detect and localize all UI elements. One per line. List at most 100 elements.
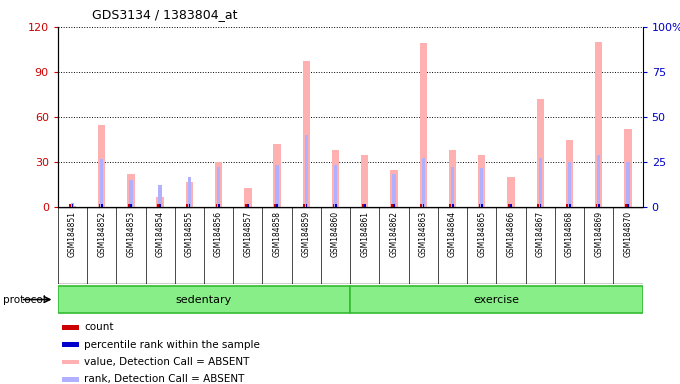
Bar — [101, 204, 103, 207]
Text: GSM184863: GSM184863 — [419, 211, 428, 257]
Bar — [452, 204, 454, 207]
Bar — [186, 204, 188, 207]
Bar — [305, 135, 308, 207]
Bar — [158, 185, 162, 207]
Text: GSM184867: GSM184867 — [536, 211, 545, 257]
Bar — [539, 204, 541, 207]
Text: GSM184862: GSM184862 — [390, 211, 398, 257]
Text: value, Detection Call = ABSENT: value, Detection Call = ABSENT — [84, 357, 250, 367]
Bar — [350, 286, 643, 313]
Bar — [507, 177, 515, 207]
Bar — [596, 204, 598, 207]
Bar — [244, 188, 252, 207]
Bar — [625, 204, 627, 207]
Bar — [188, 204, 190, 207]
Text: GSM184866: GSM184866 — [507, 211, 515, 257]
Bar — [99, 204, 101, 207]
Bar — [332, 150, 339, 207]
Bar — [478, 155, 486, 207]
Bar — [100, 159, 103, 207]
Bar — [216, 204, 218, 207]
Text: count: count — [84, 322, 114, 333]
Bar — [186, 182, 193, 207]
Bar — [62, 325, 79, 330]
Bar — [597, 155, 600, 207]
Bar — [508, 204, 510, 207]
Text: GSM184854: GSM184854 — [156, 211, 165, 257]
Bar — [127, 174, 135, 207]
Text: GSM184851: GSM184851 — [68, 211, 77, 257]
Bar — [128, 204, 130, 207]
Bar — [624, 129, 632, 207]
Bar — [390, 170, 398, 207]
Bar — [62, 342, 79, 347]
Bar — [420, 43, 427, 207]
Text: GSM184853: GSM184853 — [126, 211, 135, 257]
Bar — [156, 197, 164, 207]
Bar — [62, 377, 79, 382]
Bar — [159, 204, 161, 207]
Text: GSM184856: GSM184856 — [214, 211, 223, 257]
Bar — [449, 150, 456, 207]
Text: GSM184860: GSM184860 — [331, 211, 340, 257]
Bar — [98, 125, 105, 207]
Bar — [422, 158, 425, 207]
Bar — [217, 167, 220, 207]
Bar — [361, 155, 369, 207]
Text: GSM184869: GSM184869 — [594, 211, 603, 257]
Text: GSM184864: GSM184864 — [448, 211, 457, 257]
Bar — [362, 204, 364, 207]
Bar — [566, 140, 573, 207]
Text: GSM184852: GSM184852 — [97, 211, 106, 257]
Bar — [218, 204, 220, 207]
Bar — [69, 204, 71, 207]
Bar — [449, 204, 452, 207]
Bar — [276, 204, 278, 207]
Bar — [537, 99, 544, 207]
Bar — [71, 203, 74, 207]
Bar — [481, 204, 483, 207]
Bar — [566, 204, 568, 207]
Bar — [539, 158, 542, 207]
Bar — [62, 359, 79, 364]
Bar — [420, 204, 422, 207]
Bar — [333, 204, 335, 207]
Bar — [188, 177, 191, 207]
Bar — [568, 204, 571, 207]
Bar — [391, 204, 393, 207]
Bar — [335, 204, 337, 207]
Bar — [130, 204, 132, 207]
Bar — [305, 204, 307, 207]
Bar — [422, 204, 424, 207]
Bar — [129, 180, 133, 207]
Text: GSM184857: GSM184857 — [243, 211, 252, 257]
Bar — [273, 144, 281, 207]
Bar — [626, 162, 630, 207]
Bar — [364, 204, 366, 207]
Text: GSM184865: GSM184865 — [477, 211, 486, 257]
Text: GSM184859: GSM184859 — [302, 211, 311, 257]
Bar — [595, 42, 602, 207]
Text: GSM184858: GSM184858 — [273, 211, 282, 257]
Text: sedentary: sedentary — [176, 295, 232, 305]
Bar — [245, 204, 247, 207]
Bar — [537, 204, 539, 207]
Text: GSM184861: GSM184861 — [360, 211, 369, 257]
Bar — [71, 204, 73, 207]
Bar — [334, 165, 337, 207]
Text: GSM184870: GSM184870 — [624, 211, 632, 257]
Bar — [451, 167, 454, 207]
Bar — [480, 168, 483, 207]
Bar — [393, 204, 395, 207]
Bar — [568, 162, 571, 207]
Text: GSM184868: GSM184868 — [565, 211, 574, 257]
Bar — [479, 204, 481, 207]
Bar — [274, 204, 276, 207]
Text: percentile rank within the sample: percentile rank within the sample — [84, 339, 260, 350]
Text: protocol: protocol — [3, 295, 46, 305]
Bar — [157, 204, 159, 207]
Bar — [275, 165, 279, 207]
Text: GDS3134 / 1383804_at: GDS3134 / 1383804_at — [92, 8, 237, 21]
Text: rank, Detection Call = ABSENT: rank, Detection Call = ABSENT — [84, 374, 245, 384]
Bar — [303, 204, 305, 207]
